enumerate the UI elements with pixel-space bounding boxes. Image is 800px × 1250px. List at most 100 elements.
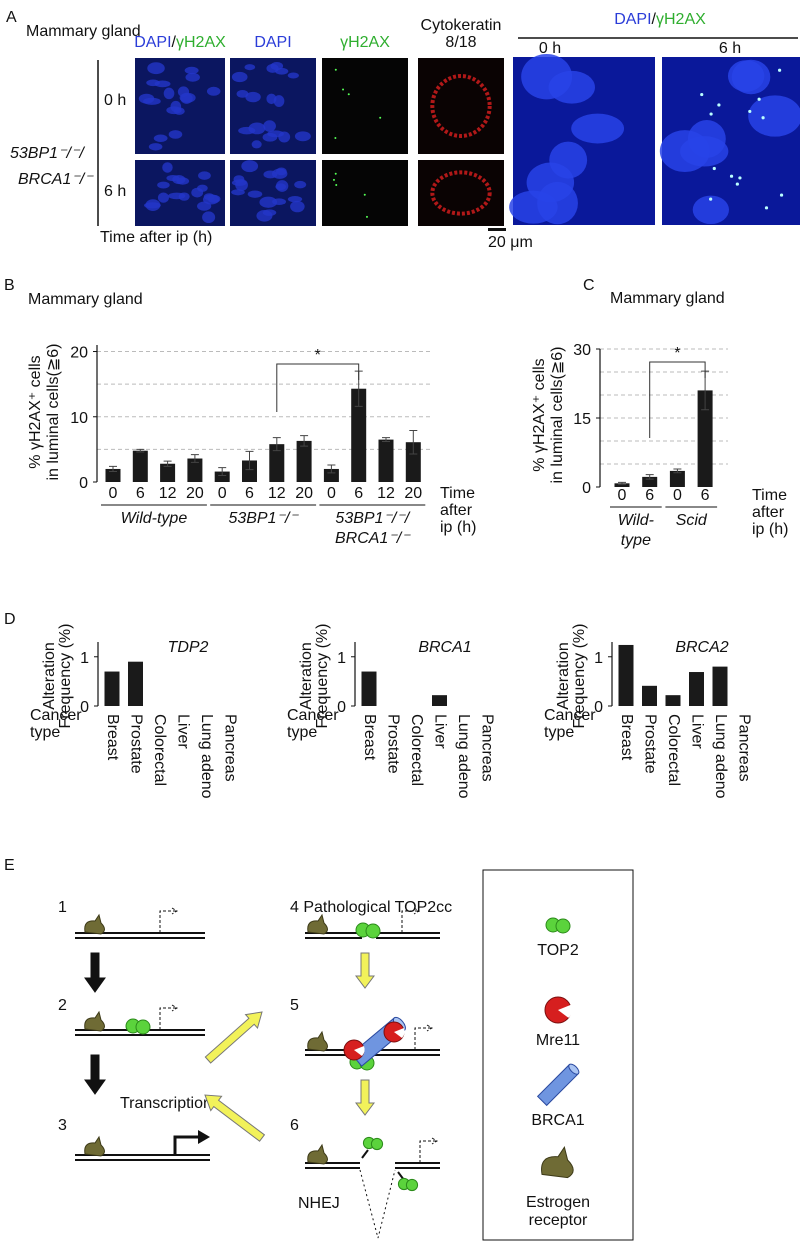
y-axis-label: Alteration	[41, 642, 58, 710]
nucleus	[267, 130, 284, 138]
top2	[370, 1137, 384, 1151]
group-label: 53BP1⁻/⁻	[228, 510, 299, 527]
x-axis-label: ip (h)	[752, 521, 788, 538]
nucleus	[178, 192, 190, 201]
bar	[642, 476, 658, 487]
genotype: BRCA1⁻/⁻	[18, 171, 94, 188]
focus	[365, 215, 368, 218]
bar	[104, 671, 120, 706]
top2	[365, 923, 381, 939]
promoter-arrow	[401, 907, 420, 933]
bar	[105, 468, 121, 482]
focus	[335, 184, 338, 187]
nucleus	[148, 143, 163, 151]
x-tick-label: 12	[268, 485, 286, 502]
y-axis-label: in luminal cells(≧6)	[45, 344, 62, 481]
bar	[405, 442, 421, 482]
nucleus	[287, 72, 299, 79]
bar	[712, 666, 728, 706]
x-tick-label: Prostate	[641, 714, 658, 774]
x-tick-label: 0	[327, 485, 336, 502]
micrograph	[322, 160, 408, 226]
stain-ring	[430, 74, 492, 138]
y-tick-label: 0	[337, 699, 346, 716]
nucleus	[290, 200, 305, 213]
x-tick-label: Liver	[431, 714, 448, 749]
brca1-end	[568, 1063, 580, 1075]
legend-label: TOP2	[537, 942, 579, 959]
estrogen-receptor	[307, 1143, 328, 1165]
x-tick-label: Liver	[688, 714, 705, 749]
nucleus	[259, 196, 278, 208]
focus	[363, 193, 366, 196]
nucleus	[206, 86, 221, 96]
x-tick-label: 6	[136, 485, 145, 502]
nhej-label: NHEJ	[298, 1195, 340, 1212]
y-tick-label: 1	[594, 650, 603, 667]
bar	[351, 388, 367, 482]
y-tick-label: 1	[337, 650, 346, 667]
error-bar	[409, 429, 418, 455]
x-axis-label: after	[752, 504, 785, 521]
focus	[334, 68, 337, 71]
x-tick-label: 0	[673, 487, 682, 504]
transcription-arrowhead	[198, 1130, 210, 1144]
group-label: BRCA1⁻/⁻	[335, 530, 411, 547]
mre11-cleft	[558, 1004, 573, 1018]
annotation: *	[315, 347, 321, 364]
x-tick-label: 12	[377, 485, 395, 502]
nucleus	[147, 62, 165, 75]
promoter-arrow	[414, 1024, 433, 1050]
nucleus	[266, 93, 277, 105]
x-axis-label: Cancer	[30, 707, 82, 724]
x-axis-label: Cancer	[544, 707, 596, 724]
chart-title: Mammary gland	[28, 291, 143, 308]
top2	[135, 1019, 151, 1035]
focus	[342, 88, 345, 91]
panel-label: D	[4, 611, 16, 628]
error-bar	[163, 460, 172, 467]
legend-label: Mre11	[536, 1032, 580, 1049]
y-tick-label: 1	[80, 650, 89, 667]
header-part: /	[652, 11, 657, 28]
peptide	[361, 1149, 369, 1159]
estrogen-receptor	[541, 1145, 574, 1179]
x-tick-label: Prostate	[384, 714, 401, 774]
axis-label: Time after ip (h)	[100, 229, 212, 246]
error-bar	[136, 448, 145, 453]
y-axis-label: % γH2AX⁺ cells	[531, 358, 548, 471]
nucleus	[275, 67, 289, 75]
nucleus	[197, 184, 208, 192]
scale-label: 20 μm	[488, 234, 533, 251]
nucleus	[162, 162, 173, 173]
y-axis-label: % γH2AX⁺ cells	[27, 355, 44, 468]
nucleus	[275, 180, 289, 192]
column-header: DAPI	[254, 34, 291, 51]
nucleus	[198, 171, 211, 180]
estrogen-receptor	[84, 1010, 105, 1032]
arrow	[204, 1011, 263, 1064]
y-axis-label: in luminal cells(≧6)	[549, 347, 566, 484]
nucleus	[262, 209, 277, 216]
focus	[332, 178, 335, 181]
nucleus	[731, 59, 771, 95]
y-tick-label: 10	[70, 410, 88, 427]
bar	[296, 440, 312, 482]
focus	[347, 93, 350, 96]
nucleus	[692, 195, 729, 225]
focus	[700, 92, 704, 97]
nucleus	[521, 54, 573, 100]
nucleus	[271, 168, 288, 179]
nucleus	[179, 92, 196, 103]
nucleus	[207, 194, 221, 203]
focus	[334, 172, 337, 175]
error-bar	[245, 450, 254, 471]
column-header: 8/18	[445, 34, 476, 51]
nucleus	[247, 190, 263, 198]
nucleus	[238, 126, 256, 135]
nucleus	[231, 71, 248, 83]
focus	[709, 197, 713, 201]
micrograph	[322, 58, 408, 154]
panel-label: B	[4, 277, 15, 294]
x-tick-label: Lung adeno	[198, 714, 215, 799]
